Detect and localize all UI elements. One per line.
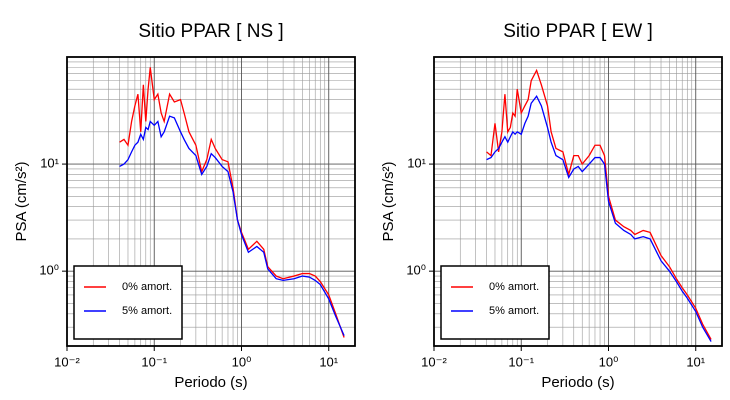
y-tick-label: 10¹ — [40, 156, 59, 171]
x-tick-label: 10⁻¹ — [508, 354, 534, 369]
series-line — [486, 95, 712, 342]
chart-title: Sitio PPAR [ EW ] — [503, 21, 653, 42]
chart: Sitio PPAR [ EW ] 10⁻² 10⁻¹ 10⁰ 10¹ 10⁰ 10¹ Per… — [380, 21, 723, 391]
x-tick-label: 10⁰ — [599, 354, 619, 369]
legend-box — [73, 265, 183, 340]
x-tick-label: 10⁻² — [54, 354, 80, 369]
legend-label: 0% amort. — [122, 281, 172, 293]
legend-box — [440, 265, 550, 340]
y-axis-label: PSA (cm/s²) — [380, 161, 397, 241]
plot-frame — [66, 56, 356, 347]
y-tick-label: 10⁰ — [406, 263, 426, 278]
chart: Sitio PPAR [ NS ] 10⁻² 10⁻¹ 10⁰ 10¹ 10⁰ 10¹ Per… — [13, 21, 356, 391]
legend-label: 5% amort. — [122, 305, 172, 317]
legend-label: 0% amort. — [489, 281, 539, 293]
x-axis-label: Periodo (s) — [174, 374, 247, 391]
y-tick-label: 10¹ — [407, 156, 426, 171]
plot-frame — [433, 56, 723, 347]
x-tick-label: 10⁻¹ — [141, 354, 167, 369]
x-tick-label: 10⁰ — [232, 354, 252, 369]
x-tick-label: 10¹ — [319, 354, 338, 369]
x-tick-label: 10⁻² — [421, 354, 447, 369]
x-axis-label: Periodo (s) — [541, 374, 614, 391]
x-tick-label: 10¹ — [686, 354, 705, 369]
series-line — [119, 115, 345, 336]
chart-title: Sitio PPAR [ NS ] — [138, 21, 283, 42]
series-line — [119, 67, 345, 338]
series-line — [486, 68, 712, 340]
legend-label: 5% amort. — [489, 305, 539, 317]
y-tick-label: 10⁰ — [39, 263, 59, 278]
y-axis-label: PSA (cm/s²) — [13, 161, 30, 241]
